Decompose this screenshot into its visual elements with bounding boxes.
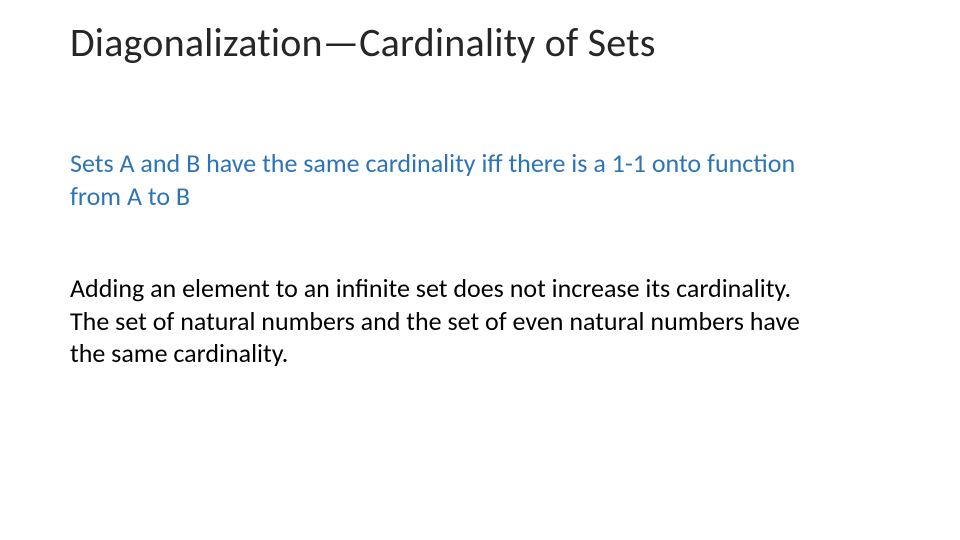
body-line-3: the same cardinality. [70, 337, 890, 370]
definition-line-1: Sets A and B have the same cardinality i… [70, 147, 890, 180]
slide: Diagonalization—Cardinality of Sets Sets… [0, 0, 960, 540]
slide-title: Diagonalization—Cardinality of Sets [70, 18, 890, 67]
body-line-2: The set of natural numbers and the set o… [70, 305, 890, 338]
definition-block: Sets A and B have the same cardinality i… [70, 147, 890, 212]
body-block: Adding an element to an infinite set doe… [70, 272, 890, 370]
body-line-1: Adding an element to an infinite set doe… [70, 272, 890, 305]
definition-line-2: from A to B [70, 180, 890, 213]
